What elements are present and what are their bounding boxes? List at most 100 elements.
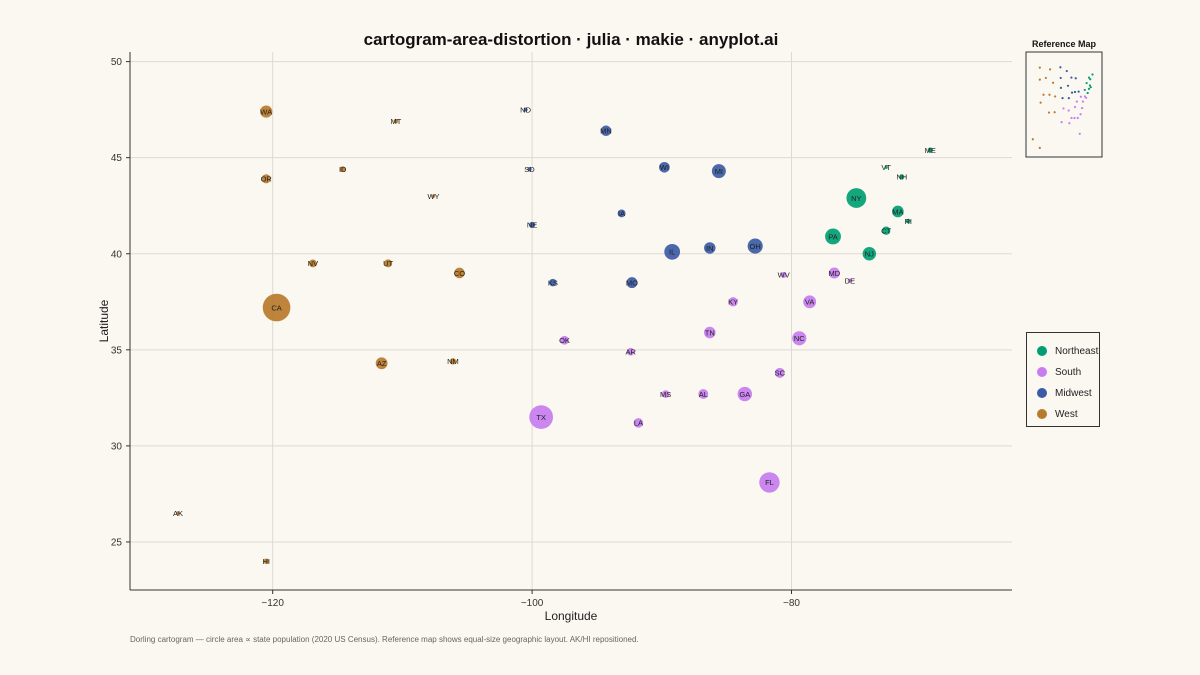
state-circle-mi <box>711 164 726 179</box>
state-label-mt: MT <box>390 117 401 126</box>
caption: Dorling cartogram — circle area ∝ state … <box>130 635 639 644</box>
reference-dot-me <box>1091 73 1094 76</box>
state-label-ca: CA <box>271 303 281 312</box>
state-circle-pa <box>825 228 841 245</box>
state-label-nv: NV <box>308 259 318 268</box>
reference-dot-ny <box>1085 81 1088 85</box>
state-circle-ak <box>176 511 180 515</box>
reference-dot-pa <box>1083 88 1086 92</box>
state-label-sc: SC <box>775 369 786 378</box>
state-circle-ut <box>384 259 393 268</box>
state-label-vt: VT <box>881 163 891 172</box>
state-circle-az <box>375 357 388 370</box>
reference-dot-vt <box>1087 76 1091 79</box>
state-label-in: IN <box>706 244 714 253</box>
state-label-de: DE <box>845 276 855 285</box>
state-label-fl: FL <box>765 478 774 487</box>
reference-dot-co <box>1054 95 1057 98</box>
reference-dot-az <box>1047 111 1051 114</box>
reference-dot-ct <box>1087 87 1091 90</box>
state-label-il: IL <box>669 248 675 257</box>
legend-label-west: West <box>1055 408 1078 420</box>
state-circle-sd <box>527 167 532 172</box>
reference-dot-ok <box>1062 107 1065 110</box>
state-circle-vt <box>884 165 888 169</box>
x-tick-label: −120 <box>261 598 284 609</box>
state-label-az: AZ <box>377 359 387 368</box>
state-circle-ks <box>549 278 557 287</box>
reference-dot-ks <box>1061 97 1064 100</box>
legend: Northeast South Midwest West <box>1026 332 1100 427</box>
reference-dot-nd <box>1059 66 1062 69</box>
legend-label-northeast: Northeast <box>1055 345 1099 357</box>
state-label-va: VA <box>805 298 814 307</box>
state-circle-nc <box>792 331 807 346</box>
state-label-ms: MS <box>660 390 671 399</box>
reference-dot-nj <box>1086 91 1089 95</box>
state-label-co: CO <box>454 269 465 278</box>
reference-dot-il <box>1070 91 1074 94</box>
reference-dot-in <box>1073 90 1077 94</box>
state-circle-nv <box>309 259 317 268</box>
state-circle-ok <box>560 335 569 345</box>
state-circle-wy <box>431 194 436 198</box>
reference-dot-tx <box>1060 121 1063 124</box>
state-circle-wi <box>659 161 670 173</box>
reference-dot-ri <box>1089 86 1092 89</box>
state-circle-fl <box>759 472 780 493</box>
state-circle-oh <box>747 238 763 254</box>
reference-dot-fl <box>1078 132 1081 135</box>
state-circle-ny <box>846 188 867 208</box>
state-circle-md <box>828 267 840 279</box>
state-label-ky: KY <box>728 298 738 307</box>
state-label-wy: WY <box>427 192 439 201</box>
reference-dot-ma <box>1088 84 1092 87</box>
chart-title: cartogram-area-distortion · julia · maki… <box>363 30 779 49</box>
state-circle-me <box>927 147 933 153</box>
reference-dot-nh <box>1089 78 1092 81</box>
state-circle-al <box>698 389 709 399</box>
legend-swatch-west <box>1037 409 1047 419</box>
reference-dot-ar <box>1067 109 1070 112</box>
reference-dot-sd <box>1059 76 1062 80</box>
reference-dot-ms <box>1070 116 1073 120</box>
legend-label-south: South <box>1055 366 1082 378</box>
state-circle-co <box>454 267 465 279</box>
state-circle-wa <box>260 105 273 118</box>
reference-dot-wv <box>1079 95 1082 98</box>
legend-item-midwest: Midwest <box>1037 386 1092 400</box>
reference-dot-nm <box>1053 111 1056 114</box>
state-label-or: OR <box>261 175 273 184</box>
reference-map-dots <box>1031 66 1094 149</box>
state-label-nm: NM <box>447 357 459 366</box>
reference-map-frame <box>1025 51 1103 158</box>
state-circle-ky <box>728 297 738 307</box>
state-label-nc: NC <box>794 334 805 343</box>
reference-dot-wi <box>1070 76 1073 79</box>
reference-dot-al <box>1073 116 1076 120</box>
state-circle-mt <box>393 118 399 124</box>
state-circle-il <box>664 243 681 260</box>
reference-dot-ne <box>1059 86 1063 89</box>
reference-dot-or <box>1038 78 1041 81</box>
reference-dot-wy <box>1051 81 1055 84</box>
axes: −120 −100 −80 25 30 35 40 45 50 <box>111 52 1012 609</box>
legend-swatch-northeast <box>1037 346 1047 356</box>
state-circle-nm <box>449 358 457 365</box>
reference-dot-mt <box>1049 68 1052 71</box>
y-tick-label: 45 <box>111 153 123 164</box>
x-axis-label: Longitude <box>545 609 598 623</box>
state-label-ga: GA <box>739 390 750 399</box>
state-circle-tx <box>529 405 554 429</box>
reference-map-title: Reference Map <box>1031 39 1097 49</box>
y-tick-label: 50 <box>111 57 123 68</box>
reference-dot-ca <box>1039 101 1042 104</box>
reference-dot-wa <box>1038 66 1041 69</box>
reference-dot-de <box>1085 96 1088 99</box>
reference-dot-mi <box>1074 77 1077 80</box>
state-label-wi: WI <box>660 163 669 172</box>
state-circle-ia <box>617 209 626 218</box>
grid-lines <box>130 52 1012 590</box>
state-label-ny: NY <box>851 194 861 203</box>
state-circle-or <box>261 174 271 184</box>
